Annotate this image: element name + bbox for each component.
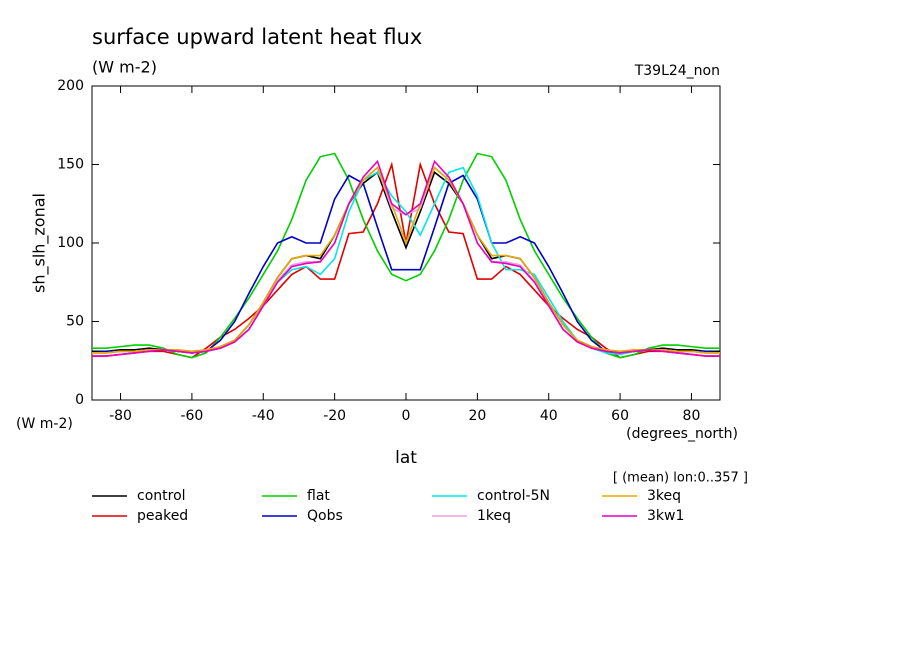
legend-label: flat xyxy=(307,488,330,504)
legend-label: 3keq xyxy=(647,488,681,504)
y-tick-label: 200 xyxy=(57,78,84,94)
series-line xyxy=(92,159,720,357)
series-line xyxy=(92,152,720,359)
note: [ (mean) lon:0..357 ] xyxy=(613,471,748,486)
x-tick-label: 40 xyxy=(540,408,558,424)
run-label: T39L24_non xyxy=(634,63,720,79)
series-line xyxy=(92,166,720,356)
series-line xyxy=(92,161,720,359)
x-units: (degrees_north) xyxy=(626,426,738,442)
x-axis-label: lat xyxy=(395,448,417,468)
x-tick-label: 80 xyxy=(683,408,701,424)
x-tick-label: 0 xyxy=(402,408,411,424)
y-tick-label: 150 xyxy=(57,157,84,173)
legend-label: control-5N xyxy=(477,488,550,504)
legend-label: 1keq xyxy=(477,508,511,524)
legend-label: control xyxy=(137,488,186,504)
y-axis-label: sh_slh_zonal xyxy=(30,193,50,293)
x-tick-label: -60 xyxy=(180,408,203,424)
y-tick-label: 100 xyxy=(57,235,84,251)
x-tick-label: -80 xyxy=(109,408,132,424)
series-line xyxy=(92,171,720,354)
legend-label: 3kw1 xyxy=(647,508,684,524)
legend-label: Qobs xyxy=(307,508,343,524)
series-line xyxy=(92,166,720,354)
units: (W m-2) xyxy=(92,58,157,77)
y-tick-label: 0 xyxy=(75,392,84,408)
series-line xyxy=(91,174,721,354)
legend-label: peaked xyxy=(137,508,188,524)
x-tick-label: -40 xyxy=(252,408,275,424)
y-units: (W m-2) xyxy=(16,416,73,432)
series-line xyxy=(92,166,720,354)
x-tick-label: 60 xyxy=(611,408,629,424)
y-tick-label: 50 xyxy=(66,314,84,330)
x-tick-label: 20 xyxy=(468,408,486,424)
x-tick-label: -20 xyxy=(323,408,346,424)
chart-title: surface upward latent heat flux xyxy=(92,25,422,49)
